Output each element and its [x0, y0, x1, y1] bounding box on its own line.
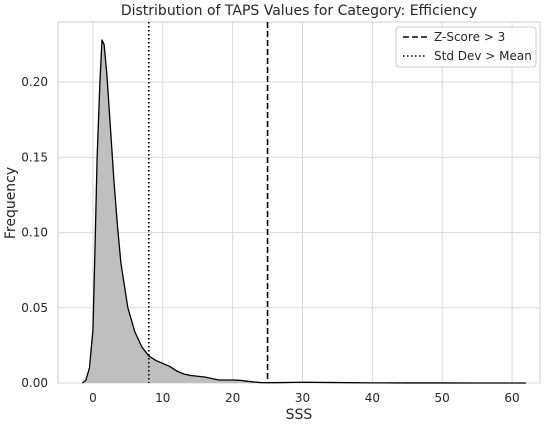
x-tick-label: 50	[435, 391, 450, 405]
y-tick-label: 0.20	[21, 75, 48, 89]
reference-lines	[148, 22, 269, 383]
x-tick-label: 30	[295, 391, 310, 405]
x-tick-label: 40	[365, 391, 380, 405]
y-tick-label: 0.05	[21, 301, 48, 315]
x-tick-label: 60	[504, 391, 519, 405]
y-tick-label: 0.15	[21, 150, 48, 164]
y-tick-label: 0.10	[21, 226, 48, 240]
y-tick-label: 0.00	[21, 376, 48, 390]
legend: Z-Score > 3 Std Dev > Mean	[395, 26, 537, 68]
legend-box	[395, 26, 537, 68]
tick-labels: 0 10 20 30 40 50 60 0.00 0.05 0.10 0.15 0.20	[21, 75, 519, 405]
kde-area	[82, 40, 527, 384]
chart-title: Distribution of TAPS Values for Category…	[121, 3, 477, 19]
x-tick-label: 20	[225, 391, 240, 405]
legend-label-stddev: Std Dev > Mean	[434, 49, 532, 63]
x-tick-label: 10	[155, 391, 170, 405]
x-axis-label: SSS	[286, 407, 313, 423]
x-tick-label: 0	[89, 391, 97, 405]
data-layer	[82, 39, 527, 384]
y-axis-label: Frequency	[3, 167, 19, 239]
kde-line	[82, 39, 527, 384]
legend-label-zscore: Z-Score > 3	[434, 30, 505, 44]
